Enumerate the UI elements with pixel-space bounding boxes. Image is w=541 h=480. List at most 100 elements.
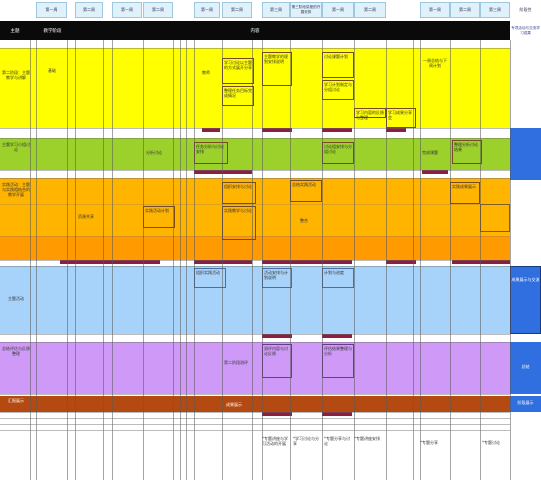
yellow-box-2[interactable]: 整理任务目标完成情况 <box>222 86 254 106</box>
yellow-box-4[interactable]: 讨论课题计划 <box>322 52 354 78</box>
yellow-box-1[interactable]: 学习讨论以主题的方式展开分享 <box>222 58 254 84</box>
yellow-row-label: 第二阶段：主题教学与讲解 <box>2 70 30 80</box>
right-col-blue-3[interactable]: 总结 <box>510 342 541 394</box>
yellow-box-7[interactable]: 学习成果分享会 <box>386 108 416 128</box>
header-right-cell[interactable]: 阶段性 <box>510 2 541 18</box>
grid-row-line <box>0 138 510 139</box>
marker <box>262 412 292 416</box>
marker <box>386 128 406 132</box>
orange-box-5[interactable]: 实践成果展示 <box>450 182 480 204</box>
marker <box>452 260 510 264</box>
yellow-n1: 教师 <box>202 70 210 75</box>
header-week-cell[interactable]: 第一周 <box>420 2 450 18</box>
purple-box-2[interactable]: 评估结果整理与分析 <box>322 344 354 378</box>
header-week-cell[interactable]: 第二周 <box>75 2 103 18</box>
grid-row-line <box>0 178 510 179</box>
green-box-3[interactable]: 整理分析讨论结果 <box>452 140 482 164</box>
green-n1: 分析讨论 <box>146 150 162 155</box>
green-row-label: 主题学习小组讨论 <box>2 142 30 152</box>
yellow-box-3[interactable]: 主题教学的规划安排说明 <box>262 52 292 86</box>
grid-row-line <box>0 170 510 171</box>
grid-row-line <box>0 412 510 413</box>
yellow-box-6[interactable]: 学习内容的反馈与整理 <box>354 108 386 120</box>
marker <box>262 334 292 338</box>
header-week-cell[interactable]: 第一周 <box>112 2 142 18</box>
orange-box-6 <box>480 204 510 232</box>
brown-band <box>0 396 510 412</box>
grid-line <box>112 40 113 480</box>
blue-box-3[interactable]: 计划与进度 <box>322 268 354 288</box>
grid-line <box>322 40 323 480</box>
grid-line <box>103 40 104 480</box>
grid-line <box>413 40 414 480</box>
blue-box-2[interactable]: 活动安排与计划说明 <box>262 268 292 288</box>
blue-row-label: 主题活动 <box>8 296 24 301</box>
grid-row-line <box>0 128 510 129</box>
marker <box>322 412 352 416</box>
green-box-2[interactable]: 讨论组安排与分组讨论 <box>322 142 354 164</box>
orange-box-3[interactable]: 实践教学与讨论 <box>222 206 256 240</box>
brown-n1: 成果展示 <box>226 402 242 407</box>
title-content: 内容 <box>250 28 260 34</box>
spacer-row <box>0 338 510 342</box>
bottom-note-5: *专题分享 <box>420 440 438 445</box>
grid-line <box>30 40 31 480</box>
header-week-cell[interactable]: 第一周 <box>322 2 354 18</box>
right-col-spacer <box>510 412 541 480</box>
grid-line <box>262 40 263 480</box>
grid-line <box>186 40 187 480</box>
grid-row-line <box>0 418 510 419</box>
yellow-n9: 一周总结与下周计划 <box>423 58 447 68</box>
grid-line <box>290 40 291 480</box>
marker <box>194 260 252 264</box>
yellow-c2: 基础 <box>48 68 56 73</box>
grid-line <box>222 40 223 480</box>
title-stage: 教学阶段 <box>43 28 62 34</box>
orange-box-1[interactable]: 实践活动计划 <box>143 206 175 228</box>
grid-row-line <box>0 48 510 49</box>
blue-band <box>0 266 510 334</box>
header-week-cell[interactable]: 第一周 <box>36 2 67 18</box>
header-row: 第一周 第二周 第一周 第二周 第一周 第二周 第三周 第三阶段讲座的开展安排 … <box>0 0 541 20</box>
grid-line <box>67 40 68 480</box>
purple-n1: 第二阶段测评 <box>224 360 248 365</box>
orange-box-2[interactable]: 组织安排与讨论 <box>222 182 256 204</box>
brown-row-label: 汇报展示 <box>8 398 24 403</box>
marker <box>262 128 292 132</box>
marker <box>422 170 448 174</box>
marker <box>386 260 416 264</box>
marker <box>322 128 352 132</box>
marker <box>262 260 352 264</box>
header-special-cell[interactable]: 第三阶段讲座的开展安排 <box>290 2 322 18</box>
orange-band-lower <box>0 236 510 260</box>
header-week-cell[interactable]: 第二周 <box>143 2 173 18</box>
grid-row-line <box>0 334 510 335</box>
right-col-blue-4[interactable]: 阶段展示 <box>510 396 541 412</box>
grid-line <box>173 40 174 480</box>
green-band <box>0 138 510 170</box>
header-week-cell[interactable]: 第三周 <box>262 2 290 18</box>
header-week-cell[interactable]: 第三周 <box>480 2 510 18</box>
right-col-spacer <box>510 48 541 128</box>
title-right: 专项活动与交流学习成果 <box>510 21 541 40</box>
grid-row-line <box>0 260 510 261</box>
spacer-row <box>0 40 510 48</box>
right-col-blue-2[interactable]: 成果展示与交流 <box>510 266 541 334</box>
title-theme: 主题 <box>10 28 20 34</box>
header-week-cell[interactable]: 第二周 <box>354 2 386 18</box>
orange-box-4[interactable]: 总结实践活动 <box>290 180 322 202</box>
yellow-band <box>0 48 510 128</box>
header-week-cell[interactable]: 第二周 <box>450 2 480 18</box>
grid-row-line <box>0 236 510 237</box>
green-n4: 完成课题 <box>422 150 438 155</box>
marker <box>60 260 160 264</box>
grid-line <box>75 40 76 480</box>
grid-line <box>386 40 387 480</box>
grid-line <box>143 40 144 480</box>
header-week-cell[interactable]: 第二周 <box>222 2 252 18</box>
grid-line <box>480 40 481 480</box>
header-week-cell[interactable]: 第一周 <box>194 2 220 18</box>
purple-box-1[interactable]: 测评内容与讨论反馈 <box>262 344 292 378</box>
marker <box>194 170 252 174</box>
yellow-box-5[interactable]: 学习计划制定与分组讨论 <box>322 80 354 100</box>
